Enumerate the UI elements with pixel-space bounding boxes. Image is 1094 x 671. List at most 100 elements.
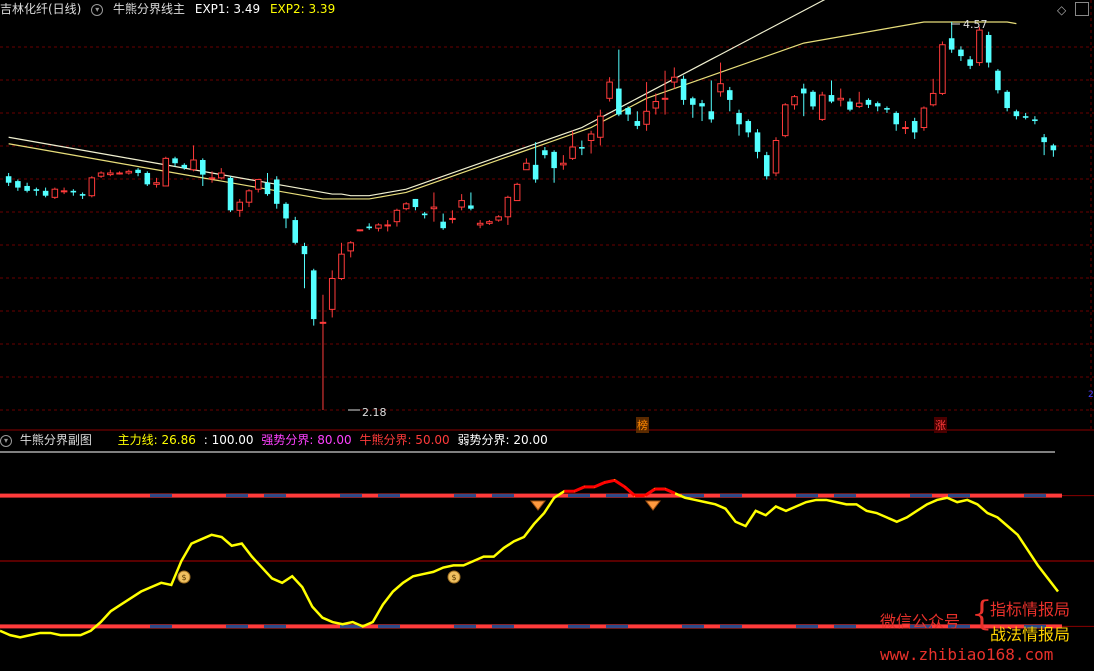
- candle-body: [976, 29, 983, 64]
- candle-body: [430, 206, 438, 210]
- watermark-line1: 指标情报局: [990, 600, 1071, 619]
- sub-toggle-icon[interactable]: ▾: [0, 434, 12, 447]
- candle: [690, 96, 696, 118]
- candle-body: [449, 217, 456, 220]
- main-line-strong-segment: [613, 479, 626, 489]
- candle-body: [144, 172, 151, 185]
- diamond-icon[interactable]: ◇: [1057, 3, 1067, 17]
- candle: [680, 75, 687, 105]
- watermark-brace: {: [971, 594, 993, 634]
- candle-body: [486, 221, 493, 224]
- candle: [1050, 143, 1057, 157]
- candle-body: [643, 110, 650, 125]
- window-icon[interactable]: [1075, 2, 1089, 16]
- candle-body: [301, 246, 308, 255]
- weak-label: 弱势分界: 20.00: [457, 433, 548, 447]
- candle: [745, 119, 752, 138]
- candle-body: [421, 213, 428, 216]
- candle-body: [763, 155, 770, 177]
- candle: [181, 163, 188, 170]
- strip-segment: [150, 624, 172, 628]
- sub-title[interactable]: 牛熊分界副图: [19, 433, 92, 447]
- down-arrow-icon: [644, 500, 662, 511]
- candle: [542, 147, 548, 159]
- candle-body: [42, 190, 49, 196]
- strip-segment: [454, 494, 476, 498]
- candle: [495, 215, 502, 222]
- candle-body: [236, 201, 244, 211]
- candle: [375, 223, 382, 232]
- candle: [708, 80, 715, 123]
- candle: [97, 171, 105, 178]
- money-bag-icon: $: [177, 570, 191, 584]
- strip-segment: [378, 494, 400, 498]
- candle: [468, 192, 474, 211]
- candle-body: [356, 229, 364, 232]
- candle-body: [60, 190, 68, 193]
- candle: [153, 177, 160, 188]
- exp1-label: EXP1: 3.49: [194, 2, 261, 16]
- candle: [264, 172, 271, 196]
- candle: [208, 171, 216, 183]
- candle: [1013, 109, 1020, 120]
- candle-body: [162, 157, 170, 187]
- candle-body: [893, 112, 899, 125]
- watermark-url[interactable]: www.zhibiao168.com: [880, 645, 1054, 664]
- candle-body: [1032, 119, 1038, 122]
- indicator-toggle-icon[interactable]: ▾: [91, 3, 104, 16]
- candle: [948, 22, 955, 53]
- candle-body: [865, 99, 872, 105]
- candle: [847, 98, 853, 112]
- candle: [190, 145, 197, 172]
- high-price-label: 4.57: [963, 18, 988, 31]
- moving-average-lines: [8, 0, 1017, 200]
- candle: [366, 223, 372, 230]
- candle-body: [810, 91, 816, 107]
- candle: [449, 210, 456, 224]
- candle: [855, 91, 863, 109]
- candle: [810, 90, 816, 110]
- main-line: [0, 479, 1059, 639]
- zhang-marker[interactable]: 涨: [934, 417, 947, 433]
- candle-body: [135, 169, 141, 173]
- candle-body: [727, 90, 733, 100]
- candle-body: [837, 97, 845, 101]
- strip-segment: [682, 494, 704, 498]
- stock-name[interactable]: 吉林化纤(日线): [0, 2, 82, 16]
- candle: [135, 168, 141, 177]
- candle: [818, 91, 826, 122]
- candle-body: [995, 70, 1001, 91]
- bang-marker[interactable]: 榜: [636, 417, 649, 433]
- candle-body: [579, 147, 585, 149]
- candle-body: [217, 172, 225, 179]
- candle-body: [88, 177, 96, 197]
- candle-body: [375, 224, 382, 229]
- candle: [828, 80, 835, 104]
- candle: [893, 111, 899, 131]
- indicator-name[interactable]: 牛熊分界线主: [113, 2, 186, 16]
- candle: [699, 99, 705, 122]
- strip-segment: [834, 494, 856, 498]
- candle-body: [661, 97, 669, 100]
- candle-body: [625, 108, 631, 115]
- down-arrow-shape: [644, 500, 662, 511]
- money-bag-body: [177, 570, 191, 584]
- candle-body: [745, 121, 752, 133]
- candle: [51, 187, 59, 199]
- candle-body: [587, 133, 595, 142]
- ma-long-line: [8, 21, 1017, 200]
- candle-body: [1041, 137, 1047, 143]
- candle: [523, 158, 530, 171]
- candle: [865, 98, 872, 109]
- candle: [652, 93, 660, 115]
- candle: [60, 187, 68, 195]
- candle-body: [772, 140, 780, 174]
- candle: [125, 169, 133, 175]
- signal-markers: $ $: [177, 500, 662, 584]
- main-line-strong-segment: [604, 478, 615, 484]
- candle: [227, 176, 234, 212]
- exp2-label: EXP2: 3.39: [269, 2, 336, 16]
- candle-body: [847, 101, 853, 110]
- main-line-strong-segment: [623, 485, 636, 497]
- right-edge-marker: 2: [1088, 390, 1094, 400]
